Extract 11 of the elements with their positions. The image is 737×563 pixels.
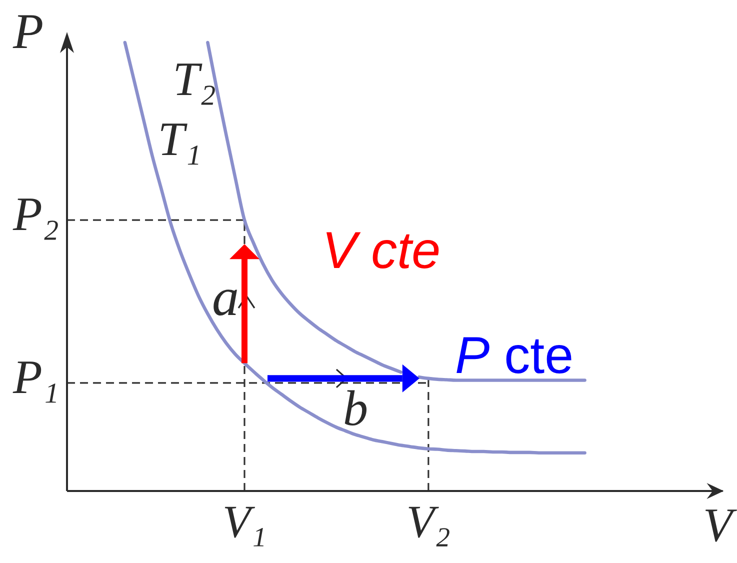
ref-line-label: P₁ [12, 350, 60, 404]
series-label: T₂ [172, 53, 216, 106]
x-tick-label: V₁ [222, 496, 267, 547]
ref-line-label: P₂ [12, 188, 60, 242]
y-axis-title: P [12, 3, 44, 59]
annotation: b [343, 380, 368, 436]
annotation: P cte [455, 327, 574, 385]
annotation: a [212, 267, 239, 327]
x-tick-label: V₂ [406, 496, 450, 547]
series-label: T₁ [158, 113, 202, 166]
annotation: V cte [322, 222, 440, 280]
